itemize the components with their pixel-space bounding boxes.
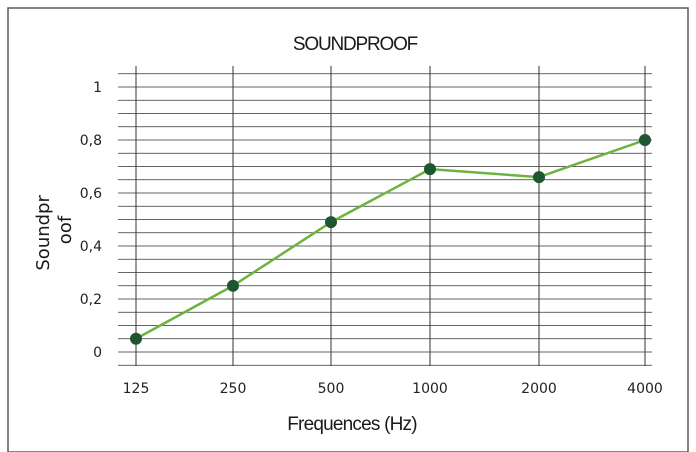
x-axis-label: Frequences (Hz)	[287, 414, 417, 435]
series-line	[135, 138, 646, 340]
x-tick-label: 1000	[412, 381, 448, 397]
y-axis-label-line1: Soundpr	[33, 195, 54, 271]
x-tick-label: 4000	[627, 381, 663, 397]
chart-title: SOUNDPROOF	[293, 34, 418, 55]
y-tick-label: 0,4	[80, 239, 102, 255]
y-axis-label-line2: oof	[55, 215, 76, 244]
y-tick-label: 0	[93, 345, 102, 361]
data-point	[639, 134, 651, 146]
x-tick-label: 2000	[521, 381, 557, 397]
data-point	[227, 279, 239, 292]
y-tick-label: 1	[93, 80, 102, 96]
data-point	[424, 163, 436, 176]
data-points	[130, 134, 651, 345]
y-tick-labels: 0 0,2 0,4 0,6 0,8 1	[80, 80, 102, 361]
y-tick-label: 0,2	[80, 292, 102, 308]
y-axis-label: Soundpr oof	[33, 189, 76, 270]
y-tick-label: 0,8	[80, 133, 102, 149]
x-tick-labels: 125 250 500 1000 2000 4000	[123, 381, 663, 397]
data-point	[130, 332, 142, 345]
x-tick-label: 125	[123, 381, 150, 397]
y-tick-label: 0,6	[80, 186, 102, 202]
chart-frame	[7, 7, 689, 452]
x-tick-label: 250	[220, 381, 247, 397]
data-point	[325, 216, 337, 229]
x-tick-label: 500	[318, 381, 345, 397]
data-point	[533, 171, 545, 184]
